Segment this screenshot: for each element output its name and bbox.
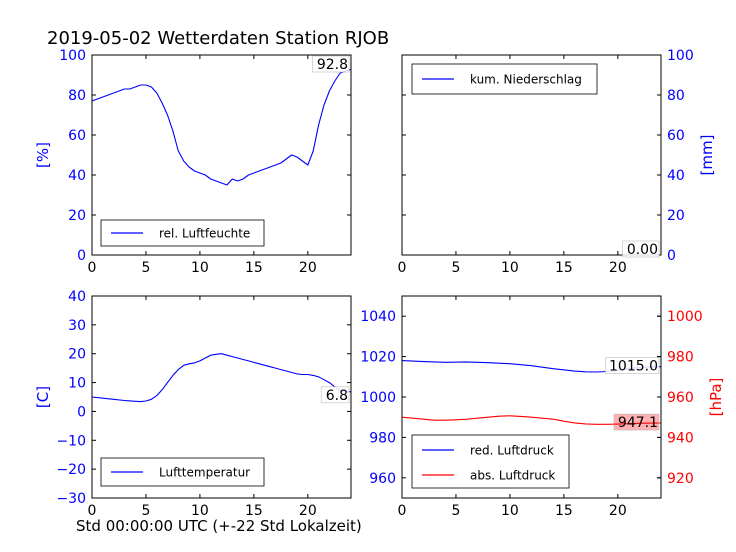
x-tick-label-temperature: 10 xyxy=(191,503,209,519)
x-tick-label-pressure: 10 xyxy=(501,503,519,519)
x-tick-label-temperature: 20 xyxy=(299,503,317,519)
y-tick-label-temperature: 10 xyxy=(68,376,86,392)
y-tick-label-humidity: 20 xyxy=(68,208,86,224)
x-tick-label-precipitation: 5 xyxy=(451,260,460,276)
x-tick-label-pressure: 5 xyxy=(451,503,460,519)
y2-tick-label-pressure: 920 xyxy=(667,471,694,487)
x-tick-label-temperature: 5 xyxy=(141,503,150,519)
y-tick-label-humidity: 0 xyxy=(77,248,86,264)
y-axis-label-temperature: [C] xyxy=(34,386,52,408)
y-tick-label-temperature: 40 xyxy=(68,289,86,305)
y-axis-label-humidity: [%] xyxy=(34,142,52,168)
x-tick-label-precipitation: 15 xyxy=(555,260,573,276)
y-tick-label-pressure: 1040 xyxy=(360,309,396,325)
y2-tick-label-pressure: 980 xyxy=(667,350,694,366)
legend-label-pressure-0: red. Luftdruck xyxy=(470,444,554,458)
x-tick-label-humidity: 0 xyxy=(88,260,97,276)
y-tick-label-pressure: 1000 xyxy=(360,390,396,406)
y-tick-label-pressure: 980 xyxy=(369,430,396,446)
y-tick-label-humidity: 80 xyxy=(68,88,86,104)
x-tick-label-temperature: 15 xyxy=(245,503,263,519)
series-line-pressure-1 xyxy=(401,415,661,425)
x-tick-label-temperature: 0 xyxy=(88,503,97,519)
y2-tick-label-pressure: 940 xyxy=(667,430,694,446)
series-line-temperature-0 xyxy=(91,353,352,403)
y-tick-label-humidity: 60 xyxy=(68,128,86,144)
axes-frame-temperature xyxy=(91,295,352,499)
last-value-label-humidity: 92.8 xyxy=(317,57,348,73)
figure-title: 2019-05-02 Wetterdaten Station RJOB xyxy=(47,28,389,49)
x-tick-label-precipitation: 0 xyxy=(398,260,407,276)
y-tick-label-temperature: 30 xyxy=(68,318,86,334)
axes-frame-humidity xyxy=(91,54,352,256)
x-tick-label-humidity: 15 xyxy=(245,260,263,276)
axes-frame-precipitation xyxy=(401,54,662,256)
last-value-label-temperature-box xyxy=(320,386,350,404)
x-tick-label-humidity: 10 xyxy=(191,260,209,276)
legend-label-pressure-1: abs. Luftdruck xyxy=(470,469,555,483)
y2-tick-label-pressure: 960 xyxy=(667,390,694,406)
x-tick-label-humidity: 5 xyxy=(141,260,150,276)
last-value-label-precipitation: 0.00 xyxy=(627,242,658,258)
y-tick-label-precipitation: 80 xyxy=(667,88,685,104)
legend-box-pressure xyxy=(411,434,570,489)
last-value-label-humidity-box xyxy=(312,55,350,73)
y-tick-label-precipitation: 0 xyxy=(667,248,676,264)
y-tick-label-temperature: 0 xyxy=(77,404,86,420)
y-tick-label-precipitation: 40 xyxy=(667,168,685,184)
y-tick-label-pressure: 1020 xyxy=(360,350,396,366)
series-line-humidity-0 xyxy=(91,68,352,186)
x-tick-label-pressure: 20 xyxy=(609,503,627,519)
last-value-label-right-pressure-box xyxy=(613,413,660,431)
y2-tick-label-pressure: 1000 xyxy=(667,309,703,325)
y-tick-label-humidity: 40 xyxy=(68,168,86,184)
y-tick-label-precipitation: 60 xyxy=(667,128,685,144)
legend-label-temperature-0: Lufttemperatur xyxy=(159,466,250,480)
y-tick-label-humidity: 100 xyxy=(59,48,86,64)
y-tick-label-pressure: 960 xyxy=(369,471,396,487)
x-tick-label-precipitation: 20 xyxy=(609,260,627,276)
legend-label-humidity-0: rel. Luftfeuchte xyxy=(159,227,250,241)
x-tick-label-precipitation: 10 xyxy=(501,260,519,276)
y-tick-label-temperature: −20 xyxy=(56,462,86,478)
last-value-label-right-pressure: 947.1 xyxy=(618,415,658,431)
y-tick-label-temperature: −10 xyxy=(56,433,86,449)
legend-label-precipitation-0: kum. Niederschlag xyxy=(470,73,582,87)
x-tick-label-humidity: 20 xyxy=(299,260,317,276)
y-tick-label-temperature: −30 xyxy=(56,491,86,507)
x-axis-label: Std 00:00:00 UTC (+-22 Std Lokalzeit) xyxy=(76,517,362,535)
last-value-label-pressure: 1015.0 xyxy=(609,359,658,375)
y-tick-label-precipitation: 20 xyxy=(667,208,685,224)
y-axis-label-precipitation: [mm] xyxy=(698,135,716,176)
y-tick-label-precipitation: 100 xyxy=(667,48,694,64)
x-tick-label-pressure: 0 xyxy=(398,503,407,519)
y-tick-label-temperature: 20 xyxy=(68,347,86,363)
x-tick-label-pressure: 15 xyxy=(555,503,573,519)
last-value-label-temperature: 6.8 xyxy=(326,388,348,404)
y-axis-label-pressure: [hPa] xyxy=(707,378,725,417)
last-value-label-precipitation-box xyxy=(622,240,660,258)
last-value-label-pressure-box xyxy=(605,357,660,375)
